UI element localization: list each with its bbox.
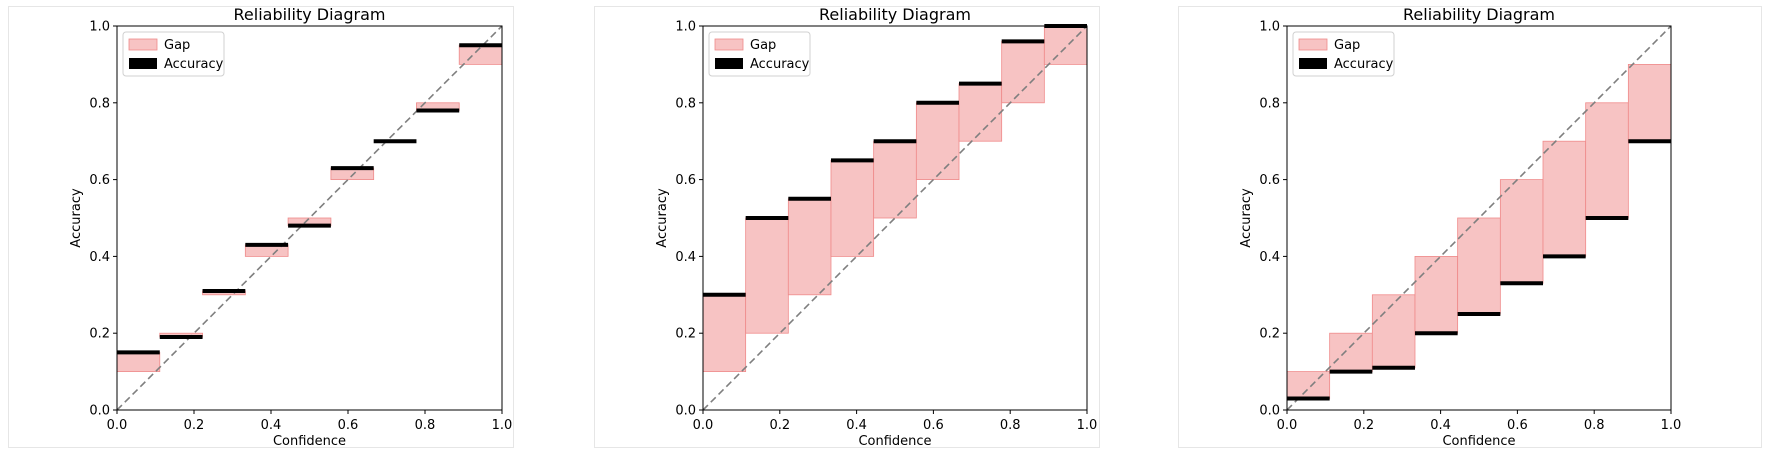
x-tick-label: 0.4 [261,418,282,433]
y-tick-label: 0.4 [675,250,696,265]
legend-accuracy-label: Accuracy [164,57,224,72]
y-tick-label: 0.0 [675,404,696,419]
gap-bar [1329,332,1373,373]
y-tick-label: 0.6 [1259,173,1280,188]
plot-frame [702,25,1088,411]
gap-bar [830,159,875,257]
gap-bar [116,351,161,372]
y-tick-label: 0.0 [1259,404,1280,419]
legend: Gap Accuracy [122,31,225,77]
gap-bar [1286,371,1331,399]
y-tick-label: 0.4 [1259,250,1280,265]
legend-gap-swatch [714,38,744,51]
y-tick-label: 1.0 [1259,20,1280,35]
plot-frame [1286,25,1672,411]
plot-frame [116,25,503,411]
x-tick-label: 0.4 [1430,418,1451,433]
gap-bar [1542,140,1587,257]
gap-bar [1371,294,1416,369]
x-tick-label: 0.6 [1507,418,1528,433]
x-tick-label: 0.2 [769,418,790,433]
x-tick-label: 0.8 [1584,418,1605,433]
reliability-chart-1: 0.0 0.2 0.4 0.6 0.8 1.0 0.0 0.2 0.4 0.6 0.8 1.0 Reli… [69,5,512,449]
y-tick-label: 0.6 [89,173,110,188]
y-tick-label: 1.0 [89,20,110,35]
legend-accuracy-label: Accuracy [750,57,810,72]
y-tick-label: 0.8 [89,96,110,111]
x-tick-label: 0.4 [846,418,867,433]
legend-gap-swatch [128,38,158,51]
y-tick-label: 0.8 [1259,96,1280,111]
x-axis-label: Confidence [1442,434,1515,449]
chart-panel-1 [8,6,514,448]
gap-bar [1414,255,1459,334]
y-tick-label: 0.2 [675,327,696,342]
legend-gap-label: Gap [1334,38,1360,53]
y-tick-label: 0.0 [89,404,110,419]
gap-bar [915,102,960,181]
x-axis-label: Confidence [273,434,346,449]
x-tick-label: 1.0 [492,418,513,433]
gap-bar [1499,179,1544,284]
x-tick-label: 0.0 [107,418,128,433]
y-axis-label: Accuracy [1239,188,1254,248]
perfect-calibration-line [116,25,503,411]
gap-bar [958,83,1003,142]
gap-bar [702,294,747,372]
x-tick-label: 0.2 [184,418,205,433]
x-tick-label: 0.6 [923,418,944,433]
chart-title: Reliability Diagram [234,5,386,24]
x-tick-label: 0.6 [338,418,359,433]
x-tick-label: 0.0 [693,418,714,433]
y-axis-label: Accuracy [655,188,670,248]
reliability-chart-2: 0.0 0.2 0.4 0.6 0.8 1.0 0.0 0.2 0.4 0.6 0.8 1.0 Reli… [655,5,1097,449]
legend-accuracy-swatch [129,58,157,69]
x-axis-label: Confidence [858,434,931,449]
gap-bar [787,198,832,296]
legend-accuracy-label: Accuracy [1334,57,1394,72]
reliability-chart-3: 0.0 0.2 0.4 0.6 0.8 1.0 0.0 0.2 0.4 0.6 0.8 1.0 Reli… [1239,5,1681,449]
chart-title: Reliability Diagram [1403,5,1555,24]
y-tick-label: 0.2 [1259,327,1280,342]
gap-bar [1585,102,1629,219]
gap-bar [1627,64,1672,142]
legend-gap-label: Gap [750,38,776,53]
legend-gap-label: Gap [164,38,190,53]
y-axis-label: Accuracy [69,188,84,248]
legend: Gap Accuracy [1292,31,1395,77]
gap-bar [873,140,917,219]
legend: Gap Accuracy [708,31,811,77]
perfect-calibration-line [1286,25,1672,411]
x-tick-label: 0.8 [415,418,436,433]
y-tick-label: 0.4 [89,250,110,265]
gap-bar [1457,217,1501,315]
x-tick-label: 1.0 [1661,418,1682,433]
y-tick-label: 0.8 [675,96,696,111]
x-tick-label: 0.2 [1353,418,1374,433]
x-tick-label: 0.8 [1000,418,1021,433]
gap-bar [1001,40,1045,104]
legend-accuracy-swatch [715,58,743,69]
legend-accuracy-swatch [1299,58,1327,69]
gap-bar [458,44,503,65]
y-tick-label: 0.2 [89,327,110,342]
x-tick-label: 1.0 [1077,418,1098,433]
x-tick-label: 0.0 [1277,418,1298,433]
chart-title: Reliability Diagram [819,5,971,24]
y-tick-label: 1.0 [675,20,696,35]
legend-gap-swatch [1298,38,1328,51]
y-tick-label: 0.6 [675,173,696,188]
gap-bar [745,217,789,334]
perfect-calibration-line [702,25,1088,411]
